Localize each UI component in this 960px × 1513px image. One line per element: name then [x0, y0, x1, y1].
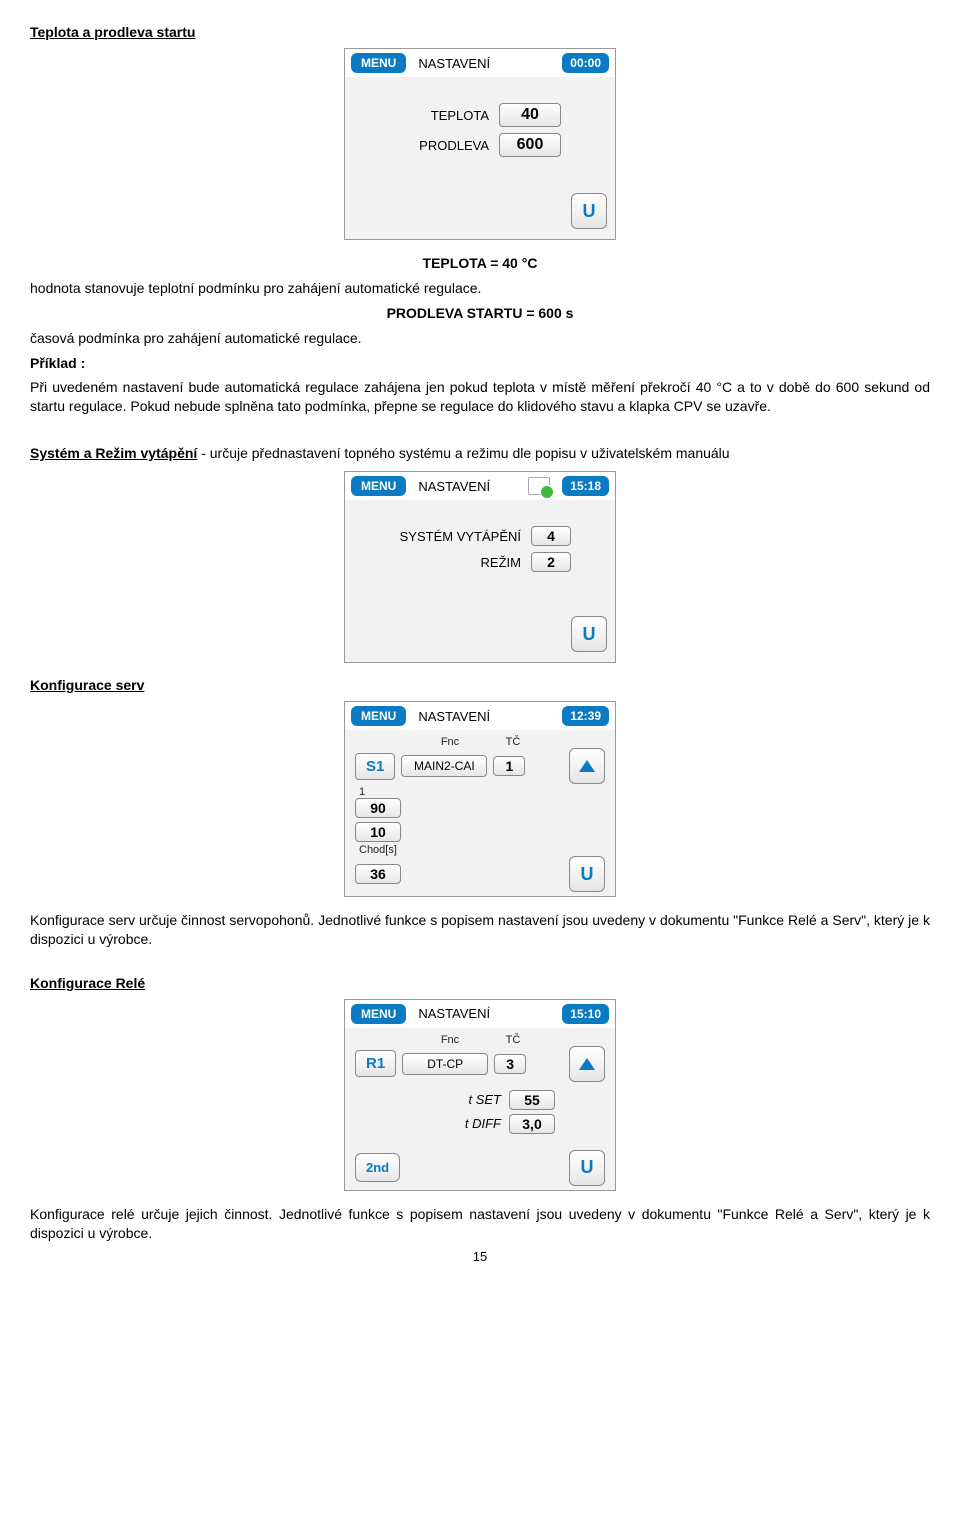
screen-header: NASTAVENÍ [414, 56, 554, 71]
col-fnc-label: Fnc [407, 1034, 493, 1046]
back-button[interactable]: U [569, 1150, 605, 1186]
mode-value[interactable]: 2 [531, 552, 571, 572]
section-desc: - určuje přednastavení topného systému a… [201, 445, 729, 461]
back-button[interactable]: U [569, 856, 605, 892]
screen-header: NASTAVENÍ [414, 479, 520, 494]
screen-header: NASTAVENÍ [414, 1006, 554, 1021]
col-tc-label: TČ [493, 736, 533, 748]
example-text: Při uvedeném nastavení bude automatická … [30, 378, 930, 416]
relay-id[interactable]: R1 [355, 1050, 396, 1077]
menu-button[interactable]: MENU [351, 706, 406, 726]
arrow-up-button[interactable] [569, 748, 605, 784]
prodleva-label: PRODLEVA [399, 138, 489, 153]
menu-button[interactable]: MENU [351, 1004, 406, 1024]
teplota-desc: hodnota stanovuje teplotní podmínku pro … [30, 279, 930, 298]
menu-button[interactable]: MENU [351, 476, 406, 496]
serv-desc: Konfigurace serv určuje činnost servopoh… [30, 911, 930, 949]
tc-value[interactable]: 3 [494, 1054, 526, 1074]
section-title: Konfigurace serv [30, 677, 930, 693]
second-button[interactable]: 2nd [355, 1153, 400, 1182]
back-button[interactable]: U [571, 616, 607, 652]
status-icon [528, 477, 550, 495]
tset-value[interactable]: 55 [509, 1090, 555, 1110]
chod-label: Chod[s] [355, 842, 605, 856]
chevron-up-icon [579, 1058, 595, 1070]
teplota-value[interactable]: 40 [499, 103, 561, 127]
section-title: Konfigurace Relé [30, 975, 930, 991]
prodleva-spec: PRODLEVA STARTU = 600 s [387, 305, 574, 321]
col-fnc-label: Fnc [407, 736, 493, 748]
section-title: Systém a Režim vytápění [30, 445, 197, 461]
tdiff-label: t DIFF [465, 1116, 501, 1131]
menu-button[interactable]: MENU [351, 53, 406, 73]
time-display: 12:39 [562, 706, 609, 726]
v1-label: 1 [355, 784, 605, 798]
chevron-up-icon [579, 760, 595, 772]
fnc-value[interactable]: DT-CP [402, 1053, 488, 1075]
arrow-up-button[interactable] [569, 1046, 605, 1082]
v1-value[interactable]: 90 [355, 798, 401, 818]
fnc-value[interactable]: MAIN2-CAI [401, 755, 487, 777]
time-display: 00:00 [562, 53, 609, 73]
lcd-screen-3: MENU NASTAVENÍ 12:39 Fnc TČ S1 MAIN2-CAI… [344, 701, 616, 897]
teplota-label: TEPLOTA [399, 108, 489, 123]
tc-value[interactable]: 1 [493, 756, 525, 776]
system-label: SYSTÉM VYTÁPĚNÍ [381, 529, 521, 544]
v2-value[interactable]: 10 [355, 822, 401, 842]
prodleva-desc: časová podmínka pro zahájení automatické… [30, 329, 930, 348]
col-tc-label: TČ [493, 1034, 533, 1046]
prodleva-value[interactable]: 600 [499, 133, 561, 157]
mode-label: REŽIM [381, 555, 521, 570]
tset-label: t SET [468, 1092, 501, 1107]
lcd-screen-1: MENU NASTAVENÍ 00:00 TEPLOTA 40 PRODLEVA… [344, 48, 616, 240]
time-display: 15:18 [562, 476, 609, 496]
servo-id[interactable]: S1 [355, 753, 395, 780]
lcd-screen-4: MENU NASTAVENÍ 15:10 Fnc TČ R1 DT-CP 3 t… [344, 999, 616, 1191]
tdiff-value[interactable]: 3,0 [509, 1114, 555, 1134]
back-button[interactable]: U [571, 193, 607, 229]
teplota-spec: TEPLOTA = 40 °C [423, 255, 538, 271]
page-number: 15 [30, 1249, 930, 1264]
lcd-screen-2: MENU NASTAVENÍ 15:18 SYSTÉM VYTÁPĚNÍ 4 R… [344, 471, 616, 663]
section-title: Teplota a prodleva startu [30, 24, 930, 40]
system-value[interactable]: 4 [531, 526, 571, 546]
example-title: Příklad : [30, 355, 85, 371]
screen-header: NASTAVENÍ [414, 709, 554, 724]
chod-value[interactable]: 36 [355, 864, 401, 884]
relay-desc: Konfigurace relé určuje jejich činnost. … [30, 1205, 930, 1243]
time-display: 15:10 [562, 1004, 609, 1024]
